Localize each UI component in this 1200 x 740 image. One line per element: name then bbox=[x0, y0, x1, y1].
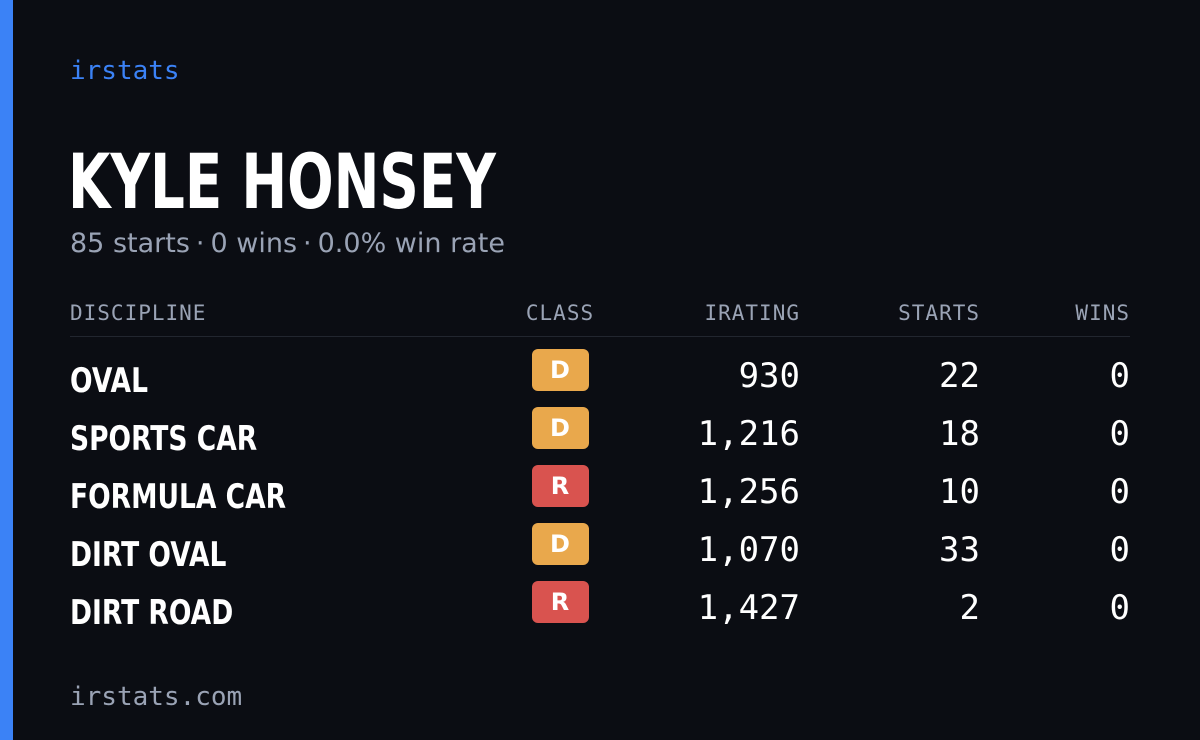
license-class-badge: D bbox=[531, 407, 589, 449]
driver-name: KYLE HONSEY bbox=[68, 137, 496, 226]
table-row: SPORTS CAR D 1,216 18 0 bbox=[70, 405, 1130, 463]
header-discipline: DISCIPLINE bbox=[70, 296, 490, 337]
starts-value: 10 bbox=[939, 472, 980, 512]
summary-separator: · bbox=[303, 228, 312, 259]
irating-value: 1,427 bbox=[697, 588, 800, 628]
wins-value: 0 bbox=[1109, 588, 1130, 628]
summary-separator: · bbox=[195, 228, 205, 259]
header-starts: STARTS bbox=[800, 296, 980, 337]
table-header-row: DISCIPLINE CLASS IRATING STARTS WINS bbox=[70, 296, 1130, 337]
irating-value: 1,216 bbox=[697, 414, 800, 454]
header-wins: WINS bbox=[980, 296, 1130, 337]
summary-win-rate: 0.0% win rate bbox=[317, 228, 505, 259]
header-class: CLASS bbox=[490, 296, 630, 337]
irating-value: 1,070 bbox=[697, 530, 800, 570]
discipline-name: SPORTS CAR bbox=[70, 419, 258, 459]
license-class-badge: D bbox=[531, 523, 589, 565]
discipline-name: DIRT ROAD bbox=[70, 593, 234, 633]
wins-value: 0 bbox=[1109, 472, 1130, 512]
irating-value: 1,256 bbox=[697, 472, 800, 512]
driver-summary: 85 starts · 0 wins · 0.0% win rate bbox=[70, 228, 505, 259]
license-class-badge: R bbox=[531, 465, 589, 507]
brand-logo[interactable]: irstats bbox=[70, 56, 180, 86]
starts-value: 2 bbox=[959, 588, 980, 628]
discipline-name: DIRT OVAL bbox=[70, 535, 227, 575]
wins-value: 0 bbox=[1109, 414, 1130, 454]
wins-value: 0 bbox=[1109, 356, 1130, 396]
table-row: OVAL D 930 22 0 bbox=[70, 337, 1130, 406]
table-row: DIRT ROAD R 1,427 2 0 bbox=[70, 579, 1130, 637]
table-row: FORMULA CAR R 1,256 10 0 bbox=[70, 463, 1130, 521]
license-class-badge: D bbox=[531, 349, 589, 391]
discipline-name: FORMULA CAR bbox=[70, 477, 287, 517]
accent-bar bbox=[0, 0, 13, 740]
summary-wins: 0 wins bbox=[210, 228, 298, 259]
starts-value: 18 bbox=[939, 414, 980, 454]
starts-value: 22 bbox=[939, 356, 980, 396]
license-class-badge: R bbox=[531, 581, 589, 623]
wins-value: 0 bbox=[1109, 530, 1130, 570]
summary-starts: 85 starts bbox=[70, 228, 190, 259]
header-irating: IRATING bbox=[630, 296, 800, 337]
table-row: DIRT OVAL D 1,070 33 0 bbox=[70, 521, 1130, 579]
discipline-name: OVAL bbox=[70, 361, 148, 401]
footer-url[interactable]: irstats.com bbox=[70, 682, 243, 712]
starts-value: 33 bbox=[939, 530, 980, 570]
ratings-table: DISCIPLINE CLASS IRATING STARTS WINS OVA… bbox=[70, 296, 1130, 637]
irating-value: 930 bbox=[738, 356, 800, 396]
